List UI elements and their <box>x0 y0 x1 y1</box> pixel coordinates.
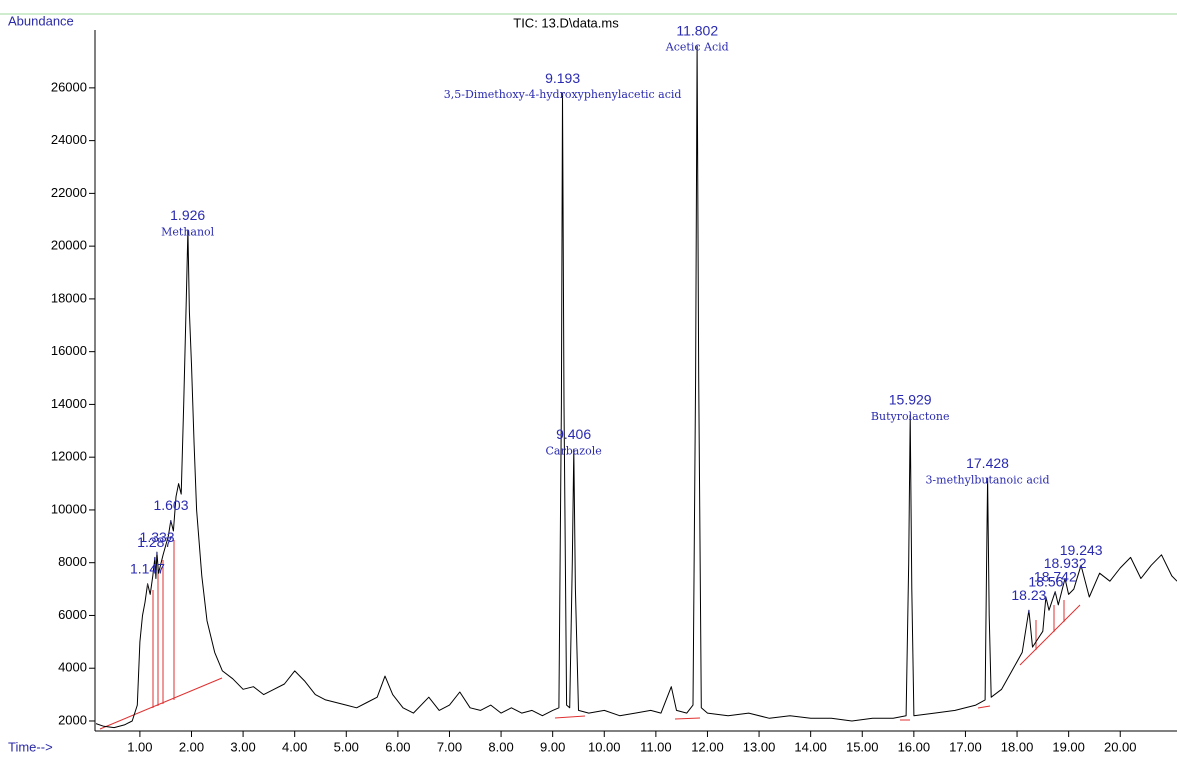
peak-time: 1.333 <box>140 529 175 545</box>
x-tick-label: 17.00 <box>949 739 982 754</box>
x-tick-label: 13.00 <box>743 739 776 754</box>
peak-time: 1.147 <box>130 561 165 577</box>
peak-time: 9.406 <box>556 426 591 442</box>
peak-name: Acetic Acid <box>665 41 729 54</box>
y-tick-label: 6000 <box>58 607 87 622</box>
x-tick-label: 15.00 <box>846 739 879 754</box>
y-tick-label: 22000 <box>51 185 87 200</box>
peak-time: 11.802 <box>676 22 718 38</box>
peak-time: 18.742 <box>1034 568 1077 584</box>
x-tick-label: 7.00 <box>437 739 462 754</box>
x-tick-label: 1.00 <box>127 739 152 754</box>
x-tick-label: 8.00 <box>488 739 513 754</box>
peak-time: 18.932 <box>1044 555 1087 571</box>
y-tick-label: 24000 <box>51 132 87 147</box>
x-axis-label: Time--> <box>8 739 53 754</box>
peak-name: Butyrolactone <box>871 410 950 423</box>
tic-trace <box>95 45 1177 729</box>
x-tick-label: 12.00 <box>691 739 724 754</box>
x-tick-label: 20.00 <box>1104 739 1137 754</box>
y-tick-label: 18000 <box>51 290 87 305</box>
peak-time: 19.243 <box>1060 542 1103 558</box>
y-tick-label: 14000 <box>51 396 87 411</box>
y-tick-label: 12000 <box>51 449 87 464</box>
y-tick-label: 2000 <box>58 712 87 727</box>
x-tick-label: 10.00 <box>588 739 621 754</box>
x-tick-label: 16.00 <box>898 739 931 754</box>
x-tick-label: 9.00 <box>540 739 565 754</box>
x-tick-label: 4.00 <box>282 739 307 754</box>
chart-title: TIC: 13.D\data.ms <box>513 15 619 30</box>
y-tick-label: 10000 <box>51 501 87 516</box>
y-tick-label: 26000 <box>51 79 87 94</box>
peak-name: Carbazole <box>545 444 601 457</box>
peak-time: 17.428 <box>966 455 1009 471</box>
x-tick-label: 14.00 <box>794 739 827 754</box>
peak-time: 1.926 <box>170 207 205 223</box>
x-tick-label: 6.00 <box>385 739 410 754</box>
peak-time: 9.193 <box>545 70 580 86</box>
peak-time: 18.23 <box>1011 587 1046 603</box>
peak-name: 3,5-Dimethoxy-4-hydroxyphenylacetic acid <box>444 88 682 101</box>
y-axis-label: Abundance <box>8 13 74 28</box>
x-tick-label: 19.00 <box>1052 739 1085 754</box>
x-tick-label: 3.00 <box>230 739 255 754</box>
x-tick-label: 2.00 <box>179 739 204 754</box>
y-tick-label: 16000 <box>51 343 87 358</box>
y-tick-label: 20000 <box>51 238 87 253</box>
peak-time: 1.603 <box>153 497 188 513</box>
x-tick-label: 18.00 <box>1001 739 1034 754</box>
peak-time: 1.287 <box>137 534 172 550</box>
peak-time: 18.56 <box>1028 574 1063 590</box>
x-tick-label: 5.00 <box>334 739 359 754</box>
integration-baselines <box>99 540 1081 730</box>
peak-name: 3-methylbutanoic acid <box>925 473 1049 486</box>
peak-time: 15.929 <box>889 392 932 408</box>
y-tick-label: 4000 <box>58 660 87 675</box>
peak-name: Methanol <box>161 225 215 238</box>
y-tick-label: 8000 <box>58 554 87 569</box>
x-tick-label: 11.00 <box>640 739 672 754</box>
